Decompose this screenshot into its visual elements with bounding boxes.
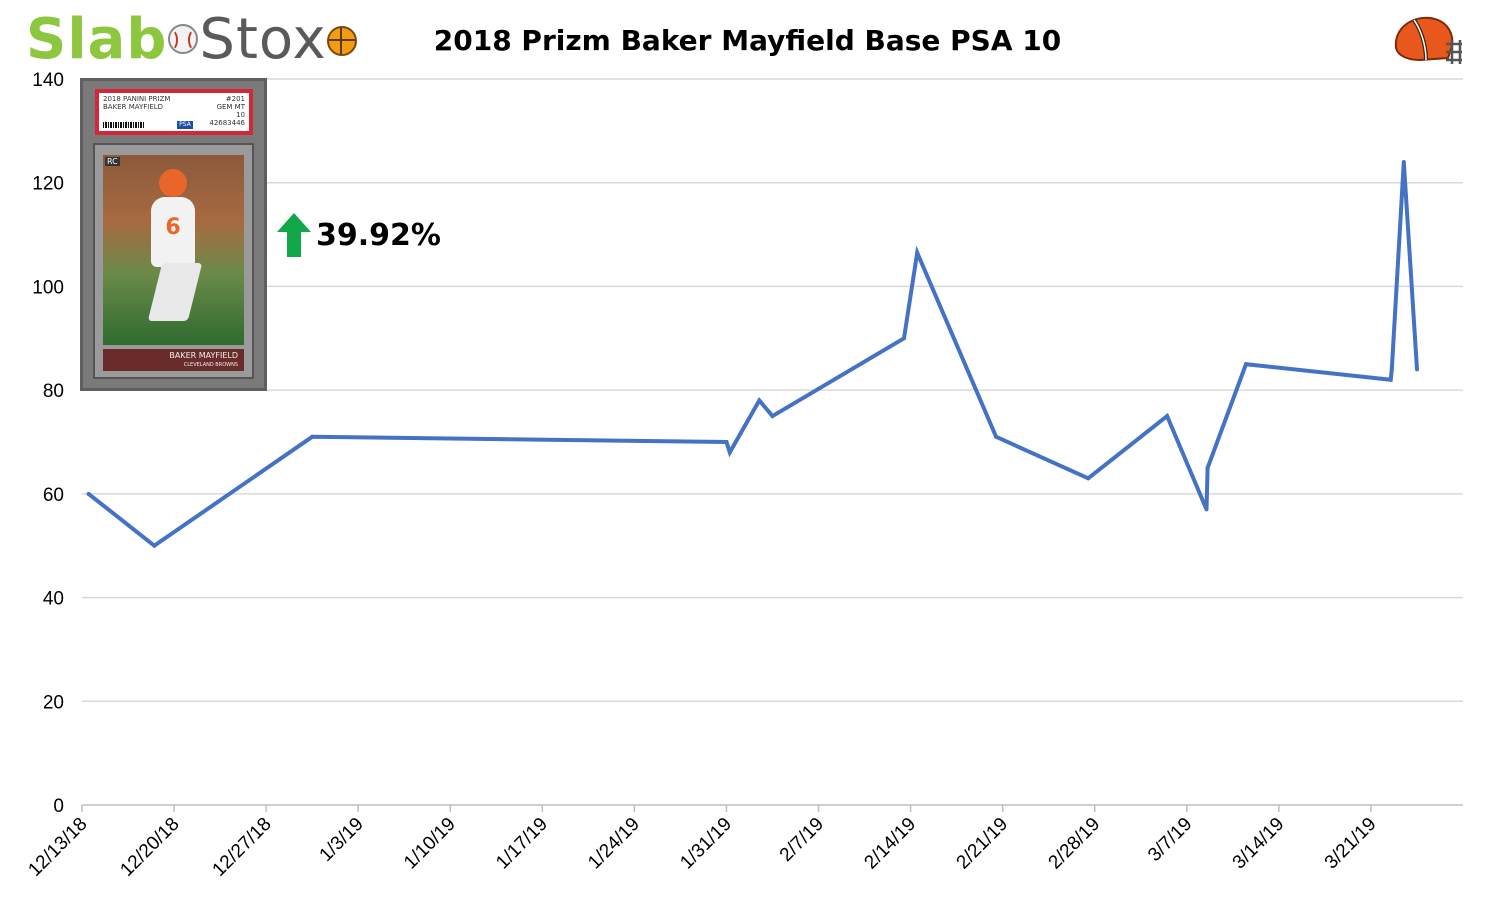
x-tick-label: 12/13/18	[24, 814, 91, 881]
x-tick-label: 2/14/19	[860, 814, 920, 874]
y-tick-label: 0	[53, 796, 64, 817]
psa-label: 2018 PANINI PRIZM BAKER MAYFIELD #201 GE…	[95, 89, 253, 135]
data-point	[1415, 367, 1419, 372]
x-tick-label: 2/28/19	[1045, 814, 1105, 874]
x-tick-label: 1/31/19	[676, 814, 736, 874]
series-layer	[86, 160, 1419, 549]
y-tick-label: 80	[43, 381, 64, 402]
y-tick-label: 120	[32, 174, 64, 195]
gridlines	[82, 78, 1463, 703]
x-tick-label: 1/3/19	[316, 814, 368, 866]
x-tick-label: 1/17/19	[492, 814, 552, 874]
chart-title: 2018 Prizm Baker Mayfield Base PSA 10	[433, 24, 1062, 57]
card-player-text: BAKER MAYFIELD	[103, 103, 164, 111]
baseball-icon	[168, 23, 199, 54]
data-point	[1205, 465, 1210, 470]
x-tick-label: 2/21/19	[953, 814, 1013, 874]
x-tick-label: 12/27/18	[209, 814, 276, 881]
data-point	[994, 434, 999, 439]
psa-card-image: 2018 PANINI PRIZM BAKER MAYFIELD #201 GE…	[80, 78, 267, 391]
y-tick-label: 40	[43, 589, 64, 610]
card-nameplate: BAKER MAYFIELD CLEVELAND BROWNS	[103, 349, 244, 371]
x-axis-tick-labels: 12/13/18 12/20/18 12/27/18 1/3/19 1/10/19 1/1…	[24, 814, 1380, 881]
player-body-shape	[151, 197, 195, 267]
x-tick-label: 12/20/18	[116, 814, 183, 881]
card-slab-window: 6 RC BAKER MAYFIELD CLEVELAND BROWNS	[93, 143, 254, 379]
y-tick-label: 20	[43, 692, 64, 713]
data-point	[902, 336, 906, 341]
card-grade-number: 10	[236, 111, 245, 119]
card-grade-text: GEM MT	[216, 103, 245, 111]
x-tick-label: 3/7/19	[1144, 814, 1196, 866]
data-point	[915, 250, 920, 255]
y-tick-label: 140	[32, 70, 64, 91]
card-nameplate-player: BAKER MAYFIELD	[169, 351, 238, 360]
price-change-indicator: 39.92%	[276, 212, 441, 258]
logo-stox-text: Stox	[199, 7, 327, 72]
data-point	[1389, 367, 1394, 372]
data-point	[770, 414, 775, 419]
x-axis	[81, 804, 1463, 812]
card-cert-number: 42683446	[209, 119, 245, 127]
basketball-icon	[326, 25, 357, 56]
card-nameplate-team: CLEVELAND BROWNS	[183, 362, 238, 368]
x-tick-label: 2/7/19	[776, 814, 828, 866]
data-point	[1204, 507, 1209, 512]
data-point	[724, 440, 729, 444]
data-point	[310, 434, 315, 439]
data-point	[1244, 362, 1248, 367]
x-tick-label: 3/14/19	[1229, 814, 1289, 874]
x-tick-label: 3/21/19	[1321, 814, 1381, 874]
jersey-number: 6	[165, 215, 181, 240]
player-legs-shape	[147, 263, 203, 321]
x-tick-label: 1/24/19	[584, 814, 644, 874]
data-point	[1401, 160, 1406, 164]
data-point	[1388, 377, 1393, 382]
up-arrow-icon	[277, 213, 311, 257]
data-point	[757, 398, 762, 403]
data-point	[727, 450, 732, 455]
rookie-badge: RC	[105, 157, 120, 166]
y-tick-label: 60	[43, 485, 64, 506]
y-tick-label: 100	[32, 277, 64, 298]
barcode-icon	[103, 122, 145, 128]
data-point	[1086, 476, 1091, 481]
browns-helmet-icon	[1394, 16, 1462, 64]
y-axis: 0 20 40 60 80 100 120 140	[32, 70, 64, 817]
player-helmet-shape	[159, 169, 187, 197]
price-change-value: 39.92%	[316, 217, 441, 253]
card-set-text: 2018 PANINI PRIZM	[103, 95, 171, 103]
psa-logo-icon: PSA	[177, 121, 193, 129]
player-photo: 6	[103, 155, 244, 345]
data-point	[152, 543, 157, 548]
data-point	[86, 491, 91, 496]
slabstox-logo: Slab Stox	[26, 8, 357, 72]
logo-slab-text: Slab	[26, 7, 168, 72]
data-point	[1165, 414, 1170, 419]
card-number-text: #201	[225, 95, 245, 103]
x-tick-label: 1/10/19	[400, 814, 460, 874]
